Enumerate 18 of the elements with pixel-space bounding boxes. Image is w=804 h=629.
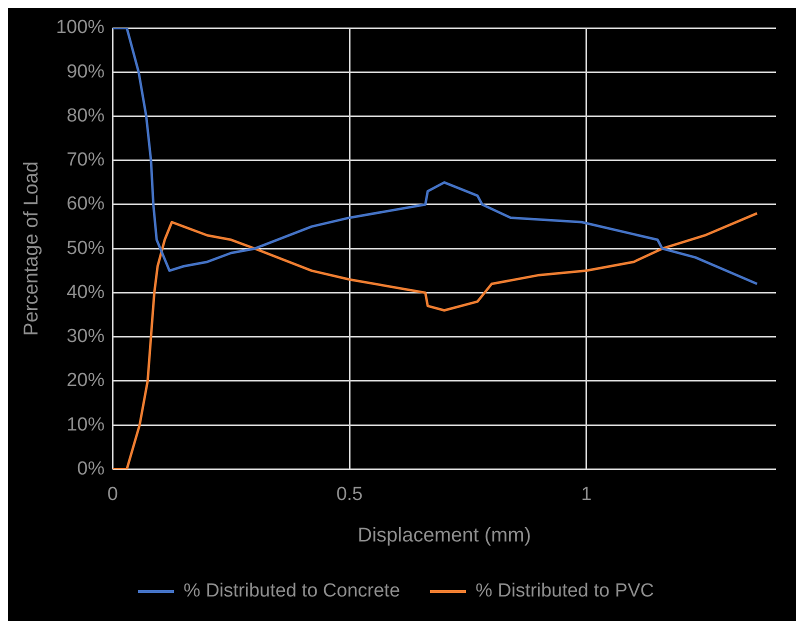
y-tick-label: 20% bbox=[66, 370, 105, 392]
x-tick-label: 0 bbox=[107, 484, 118, 505]
y-tick-label: 100% bbox=[56, 17, 105, 38]
y-tick-label: 50% bbox=[66, 238, 105, 259]
x-tick-label: 1 bbox=[581, 484, 592, 505]
y-tick-label: 30% bbox=[66, 326, 105, 348]
x-axis-title: Displacement (mm) bbox=[358, 524, 531, 547]
y-tick-label: 90% bbox=[66, 61, 105, 82]
y-tick-label: 0% bbox=[77, 458, 105, 480]
y-tick-label: 40% bbox=[66, 282, 105, 303]
y-axis-title: Percentage of Load bbox=[20, 161, 43, 336]
y-tick-label: 70% bbox=[66, 150, 105, 171]
x-tick-label: 0.5 bbox=[336, 484, 363, 505]
legend-label: % Distributed to PVC bbox=[476, 580, 654, 602]
y-tick-label: 60% bbox=[66, 194, 105, 215]
legend-label: % Distributed to Concrete bbox=[184, 580, 400, 602]
y-tick-label: 10% bbox=[66, 414, 105, 436]
y-tick-label: 80% bbox=[66, 105, 105, 126]
